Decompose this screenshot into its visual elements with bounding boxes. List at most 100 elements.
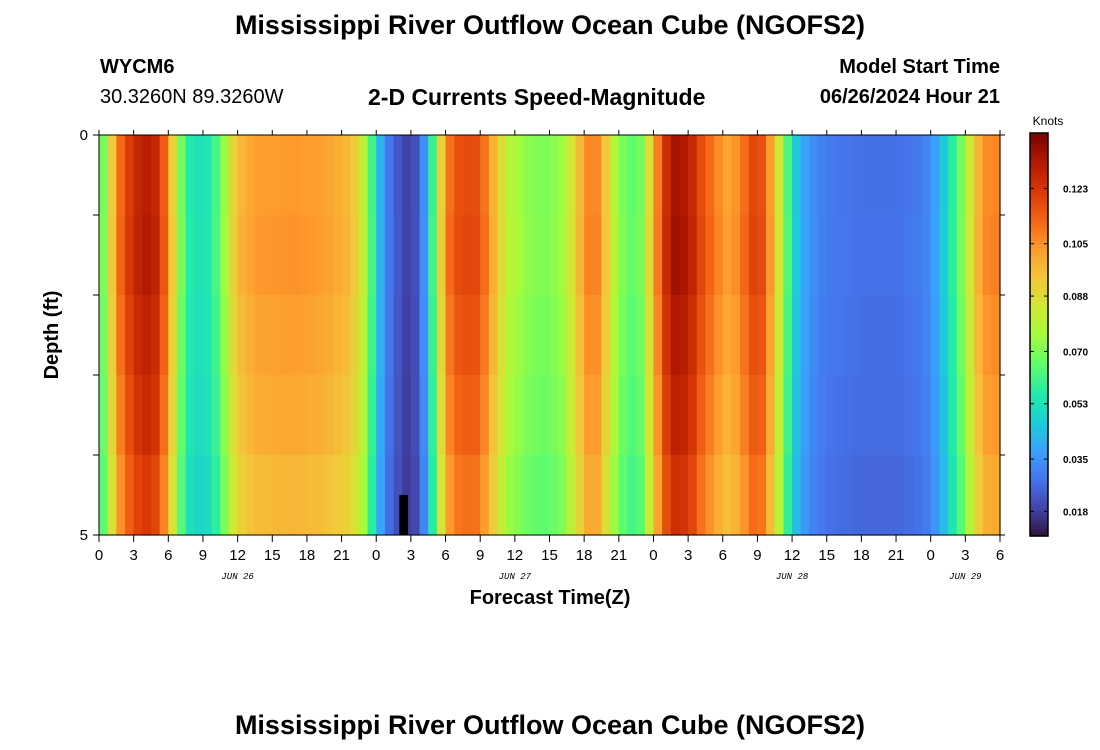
colorbar-segment bbox=[1030, 337, 1048, 342]
heatmap-cell bbox=[367, 455, 377, 536]
heatmap-cell bbox=[991, 455, 1001, 536]
heatmap-cell bbox=[904, 135, 914, 216]
heatmap-cell bbox=[506, 375, 516, 456]
heatmap-cell bbox=[384, 375, 395, 456]
heatmap-cell bbox=[852, 215, 862, 296]
colorbar-segment bbox=[1030, 153, 1048, 158]
heatmap-cell bbox=[419, 295, 429, 376]
heatmap-cell bbox=[887, 375, 897, 456]
heatmap-cell bbox=[254, 295, 265, 376]
heatmap-cell bbox=[644, 215, 655, 296]
heatmap-cell bbox=[722, 215, 733, 296]
heatmap-cell bbox=[376, 135, 386, 216]
x-tick-label: 9 bbox=[753, 547, 761, 564]
heatmap-cell bbox=[480, 375, 490, 456]
heatmap-cell bbox=[246, 455, 256, 536]
heatmap-cell bbox=[332, 375, 343, 456]
colorbar-segment bbox=[1030, 230, 1048, 235]
colorbar-segment bbox=[1030, 200, 1048, 205]
heatmap-cell bbox=[133, 455, 143, 536]
heatmap-cell bbox=[124, 455, 135, 536]
heatmap-cell bbox=[168, 135, 178, 216]
heatmap-cell bbox=[428, 215, 438, 296]
heatmap-cell bbox=[341, 295, 351, 376]
heatmap-cell bbox=[644, 295, 655, 376]
heatmap-cell bbox=[601, 455, 611, 536]
heatmap-cell bbox=[766, 295, 776, 376]
heatmap-cell bbox=[870, 375, 880, 456]
heatmap-cell bbox=[757, 375, 767, 456]
colorbar-segment bbox=[1030, 324, 1048, 329]
heatmap-cell bbox=[315, 295, 325, 376]
heatmap-cell bbox=[523, 455, 533, 536]
heatmap-cell bbox=[324, 375, 334, 456]
heatmap-cell bbox=[913, 135, 923, 216]
heatmap-cell bbox=[896, 295, 906, 376]
heatmap-cell bbox=[246, 295, 256, 376]
colorbar-segment bbox=[1030, 371, 1048, 376]
colorbar-segment bbox=[1030, 408, 1048, 413]
heatmap-cell bbox=[731, 375, 741, 456]
colorbar-segment bbox=[1030, 287, 1048, 292]
x-tick-label: 3 bbox=[684, 547, 692, 564]
colorbar-segment bbox=[1030, 532, 1048, 537]
heatmap-cell bbox=[948, 375, 958, 456]
colorbar-segment bbox=[1030, 452, 1048, 456]
heatmap-cell bbox=[436, 455, 447, 536]
colorbar-segment bbox=[1030, 310, 1048, 315]
heatmap-cell bbox=[150, 135, 161, 216]
heatmap-cell bbox=[896, 375, 906, 456]
heatmap-cell bbox=[107, 375, 117, 456]
heatmap-cell bbox=[878, 295, 888, 376]
heatmap-cell bbox=[939, 215, 949, 296]
heatmap-cell bbox=[506, 295, 516, 376]
heatmap-cell bbox=[696, 135, 707, 216]
heatmap-cell bbox=[376, 215, 386, 296]
heatmap-cell bbox=[584, 295, 594, 376]
heatmap-cell bbox=[280, 455, 291, 536]
x-tick-label: 21 bbox=[888, 547, 905, 564]
heatmap-cell bbox=[298, 215, 308, 296]
heatmap-cell bbox=[116, 375, 126, 456]
heatmap-cell bbox=[159, 455, 169, 536]
heatmap-cell bbox=[410, 295, 421, 376]
heatmap-cell bbox=[792, 295, 802, 376]
colorbar-segment bbox=[1030, 280, 1048, 285]
heatmap-cell bbox=[445, 295, 455, 376]
colorbar-segment bbox=[1030, 431, 1048, 436]
heatmap-cell bbox=[150, 295, 161, 376]
heatmap-cell bbox=[376, 375, 386, 456]
heatmap-cell bbox=[584, 215, 594, 296]
heatmap-cell bbox=[740, 295, 750, 376]
heatmap-cell bbox=[558, 455, 568, 536]
colorbar-segment bbox=[1030, 307, 1048, 312]
heatmap-cell bbox=[436, 215, 447, 296]
colorbar-segment bbox=[1030, 274, 1048, 279]
x-tick-label: 0 bbox=[372, 547, 380, 564]
colorbar-segment bbox=[1030, 176, 1048, 181]
heatmap-cell bbox=[800, 295, 810, 376]
colorbar-tick-label: 0.035 bbox=[1063, 455, 1088, 466]
heatmap-cell bbox=[878, 455, 888, 536]
heatmap-cell bbox=[410, 375, 421, 456]
heatmap-cell bbox=[948, 295, 958, 376]
heatmap-cell bbox=[878, 375, 888, 456]
heatmap-cell bbox=[384, 135, 395, 216]
heatmap-cell bbox=[315, 455, 325, 536]
heatmap-cell bbox=[861, 215, 871, 296]
heatmap-cell bbox=[887, 295, 897, 376]
colorbar-segment bbox=[1030, 465, 1048, 470]
heatmap-cell bbox=[592, 375, 603, 456]
heatmap-cell bbox=[662, 295, 672, 376]
heatmap-cell bbox=[627, 135, 637, 216]
heatmap-cell bbox=[194, 135, 204, 216]
heatmap-cell bbox=[523, 215, 533, 296]
heatmap-cell bbox=[601, 295, 611, 376]
heatmap-cell bbox=[133, 295, 143, 376]
heatmap-cell bbox=[618, 455, 629, 536]
colorbar-segment bbox=[1030, 159, 1048, 164]
heatmap-cell bbox=[870, 215, 880, 296]
heatmap-cell bbox=[402, 375, 412, 456]
heatmap-cell bbox=[800, 135, 810, 216]
heatmap-cell bbox=[168, 375, 178, 456]
